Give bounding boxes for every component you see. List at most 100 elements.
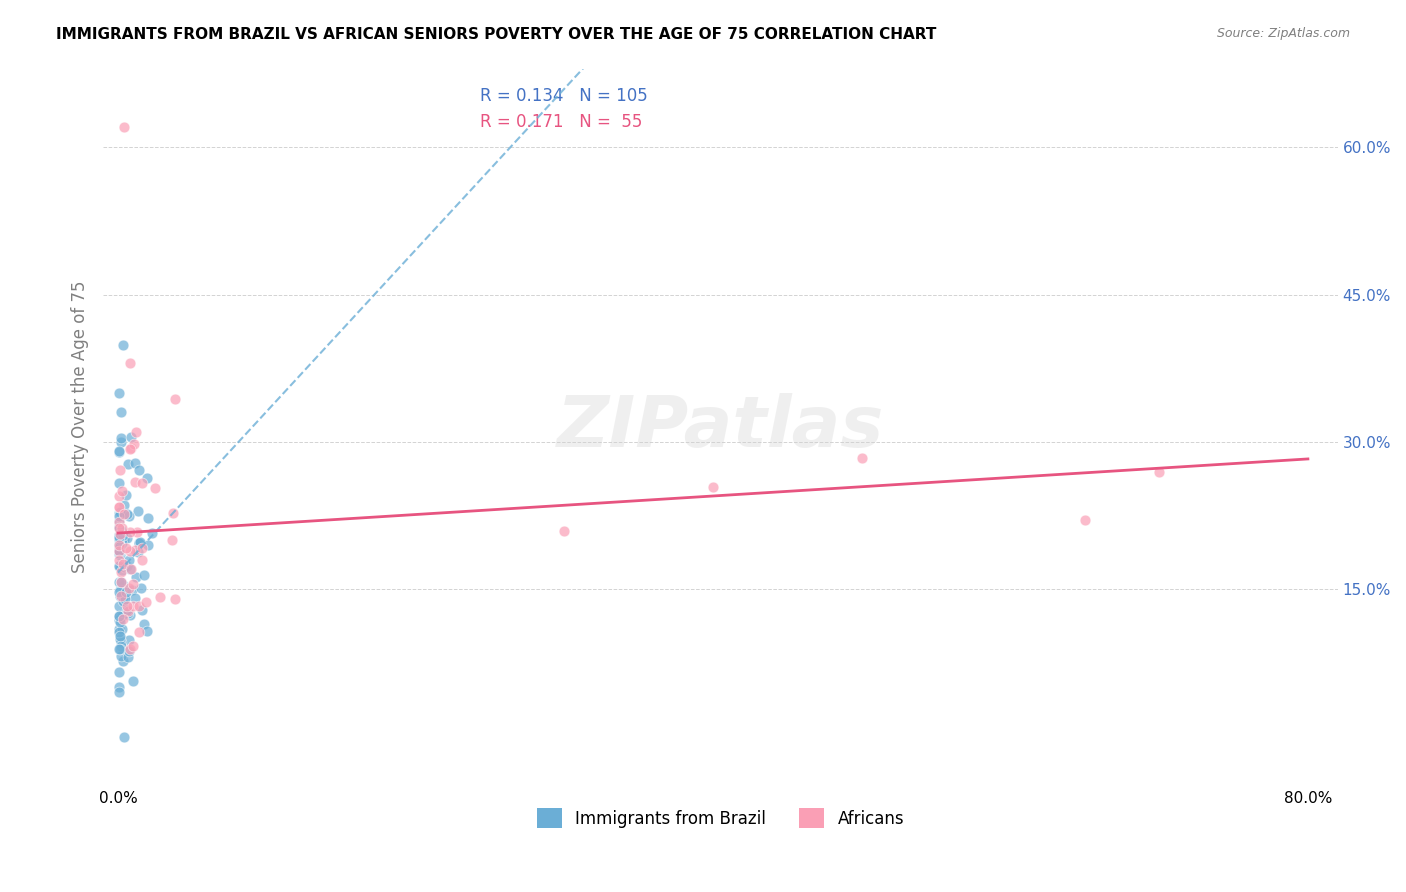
Point xyxy=(107,520,129,534)
Point xyxy=(107,489,129,503)
Point xyxy=(121,583,143,598)
Point xyxy=(108,539,131,553)
Point xyxy=(120,442,142,457)
Point xyxy=(107,544,129,558)
Point xyxy=(117,606,139,620)
Point xyxy=(110,639,132,653)
Point xyxy=(160,533,183,547)
Point xyxy=(110,575,132,590)
Point xyxy=(112,507,135,521)
Point xyxy=(124,456,146,470)
Point xyxy=(110,590,132,604)
Point xyxy=(121,577,143,591)
Point xyxy=(111,558,134,572)
Point xyxy=(162,506,184,520)
Point xyxy=(125,425,148,439)
Point xyxy=(118,356,141,370)
Point xyxy=(118,562,141,576)
Point xyxy=(117,632,139,647)
Point xyxy=(108,506,131,520)
Text: R = 0.171   N =  55: R = 0.171 N = 55 xyxy=(479,113,643,131)
Point xyxy=(111,483,134,498)
Point xyxy=(108,505,131,519)
Point xyxy=(110,615,132,630)
Point xyxy=(702,480,724,494)
Point xyxy=(118,607,141,622)
Point xyxy=(112,528,135,542)
Point xyxy=(115,603,138,617)
Point xyxy=(107,546,129,560)
Point xyxy=(112,120,135,135)
Point xyxy=(129,535,152,549)
Point xyxy=(110,635,132,649)
Point xyxy=(108,608,131,623)
Point xyxy=(108,608,131,623)
Point xyxy=(120,430,142,444)
Point xyxy=(112,730,135,744)
Point xyxy=(108,463,131,477)
Point xyxy=(131,602,153,616)
Legend: Immigrants from Brazil, Africans: Immigrants from Brazil, Africans xyxy=(530,801,911,835)
Point xyxy=(121,639,143,653)
Point xyxy=(108,582,131,597)
Point xyxy=(107,574,129,589)
Point xyxy=(108,540,131,554)
Point xyxy=(134,568,156,582)
Point xyxy=(108,443,131,458)
Point xyxy=(114,590,136,604)
Point xyxy=(136,624,159,638)
Point xyxy=(143,481,166,495)
Text: ZIPatlas: ZIPatlas xyxy=(557,392,884,462)
Point xyxy=(117,508,139,523)
Point xyxy=(127,504,149,518)
Point xyxy=(112,655,135,669)
Point xyxy=(141,526,163,541)
Point xyxy=(124,591,146,606)
Point xyxy=(136,538,159,552)
Point xyxy=(111,594,134,608)
Point xyxy=(107,665,129,680)
Point xyxy=(128,535,150,549)
Point xyxy=(110,642,132,657)
Point xyxy=(107,585,129,599)
Point xyxy=(115,508,138,522)
Point xyxy=(110,431,132,445)
Point xyxy=(107,538,129,552)
Point xyxy=(118,581,141,595)
Point xyxy=(148,590,170,604)
Point xyxy=(110,632,132,647)
Point xyxy=(108,613,131,627)
Point xyxy=(110,434,132,449)
Point xyxy=(129,582,152,596)
Point xyxy=(131,552,153,566)
Point xyxy=(107,559,129,574)
Point xyxy=(117,553,139,567)
Point xyxy=(108,527,131,541)
Point xyxy=(111,521,134,535)
Point xyxy=(163,392,186,406)
Point xyxy=(125,570,148,584)
Point xyxy=(108,559,131,574)
Point xyxy=(111,536,134,550)
Text: R = 0.134   N = 105: R = 0.134 N = 105 xyxy=(479,87,647,104)
Point xyxy=(117,457,139,471)
Point xyxy=(110,523,132,537)
Point xyxy=(118,525,141,540)
Point xyxy=(108,385,131,400)
Point xyxy=(120,562,142,576)
Point xyxy=(107,599,129,613)
Point xyxy=(107,537,129,551)
Point xyxy=(1147,465,1170,479)
Point xyxy=(115,585,138,599)
Point xyxy=(112,578,135,592)
Point xyxy=(122,673,145,688)
Point xyxy=(114,560,136,574)
Point xyxy=(111,525,134,540)
Point xyxy=(124,475,146,489)
Point xyxy=(107,553,129,567)
Point xyxy=(110,629,132,643)
Point xyxy=(110,649,132,664)
Point xyxy=(553,524,575,538)
Point xyxy=(108,547,131,561)
Point xyxy=(108,548,131,562)
